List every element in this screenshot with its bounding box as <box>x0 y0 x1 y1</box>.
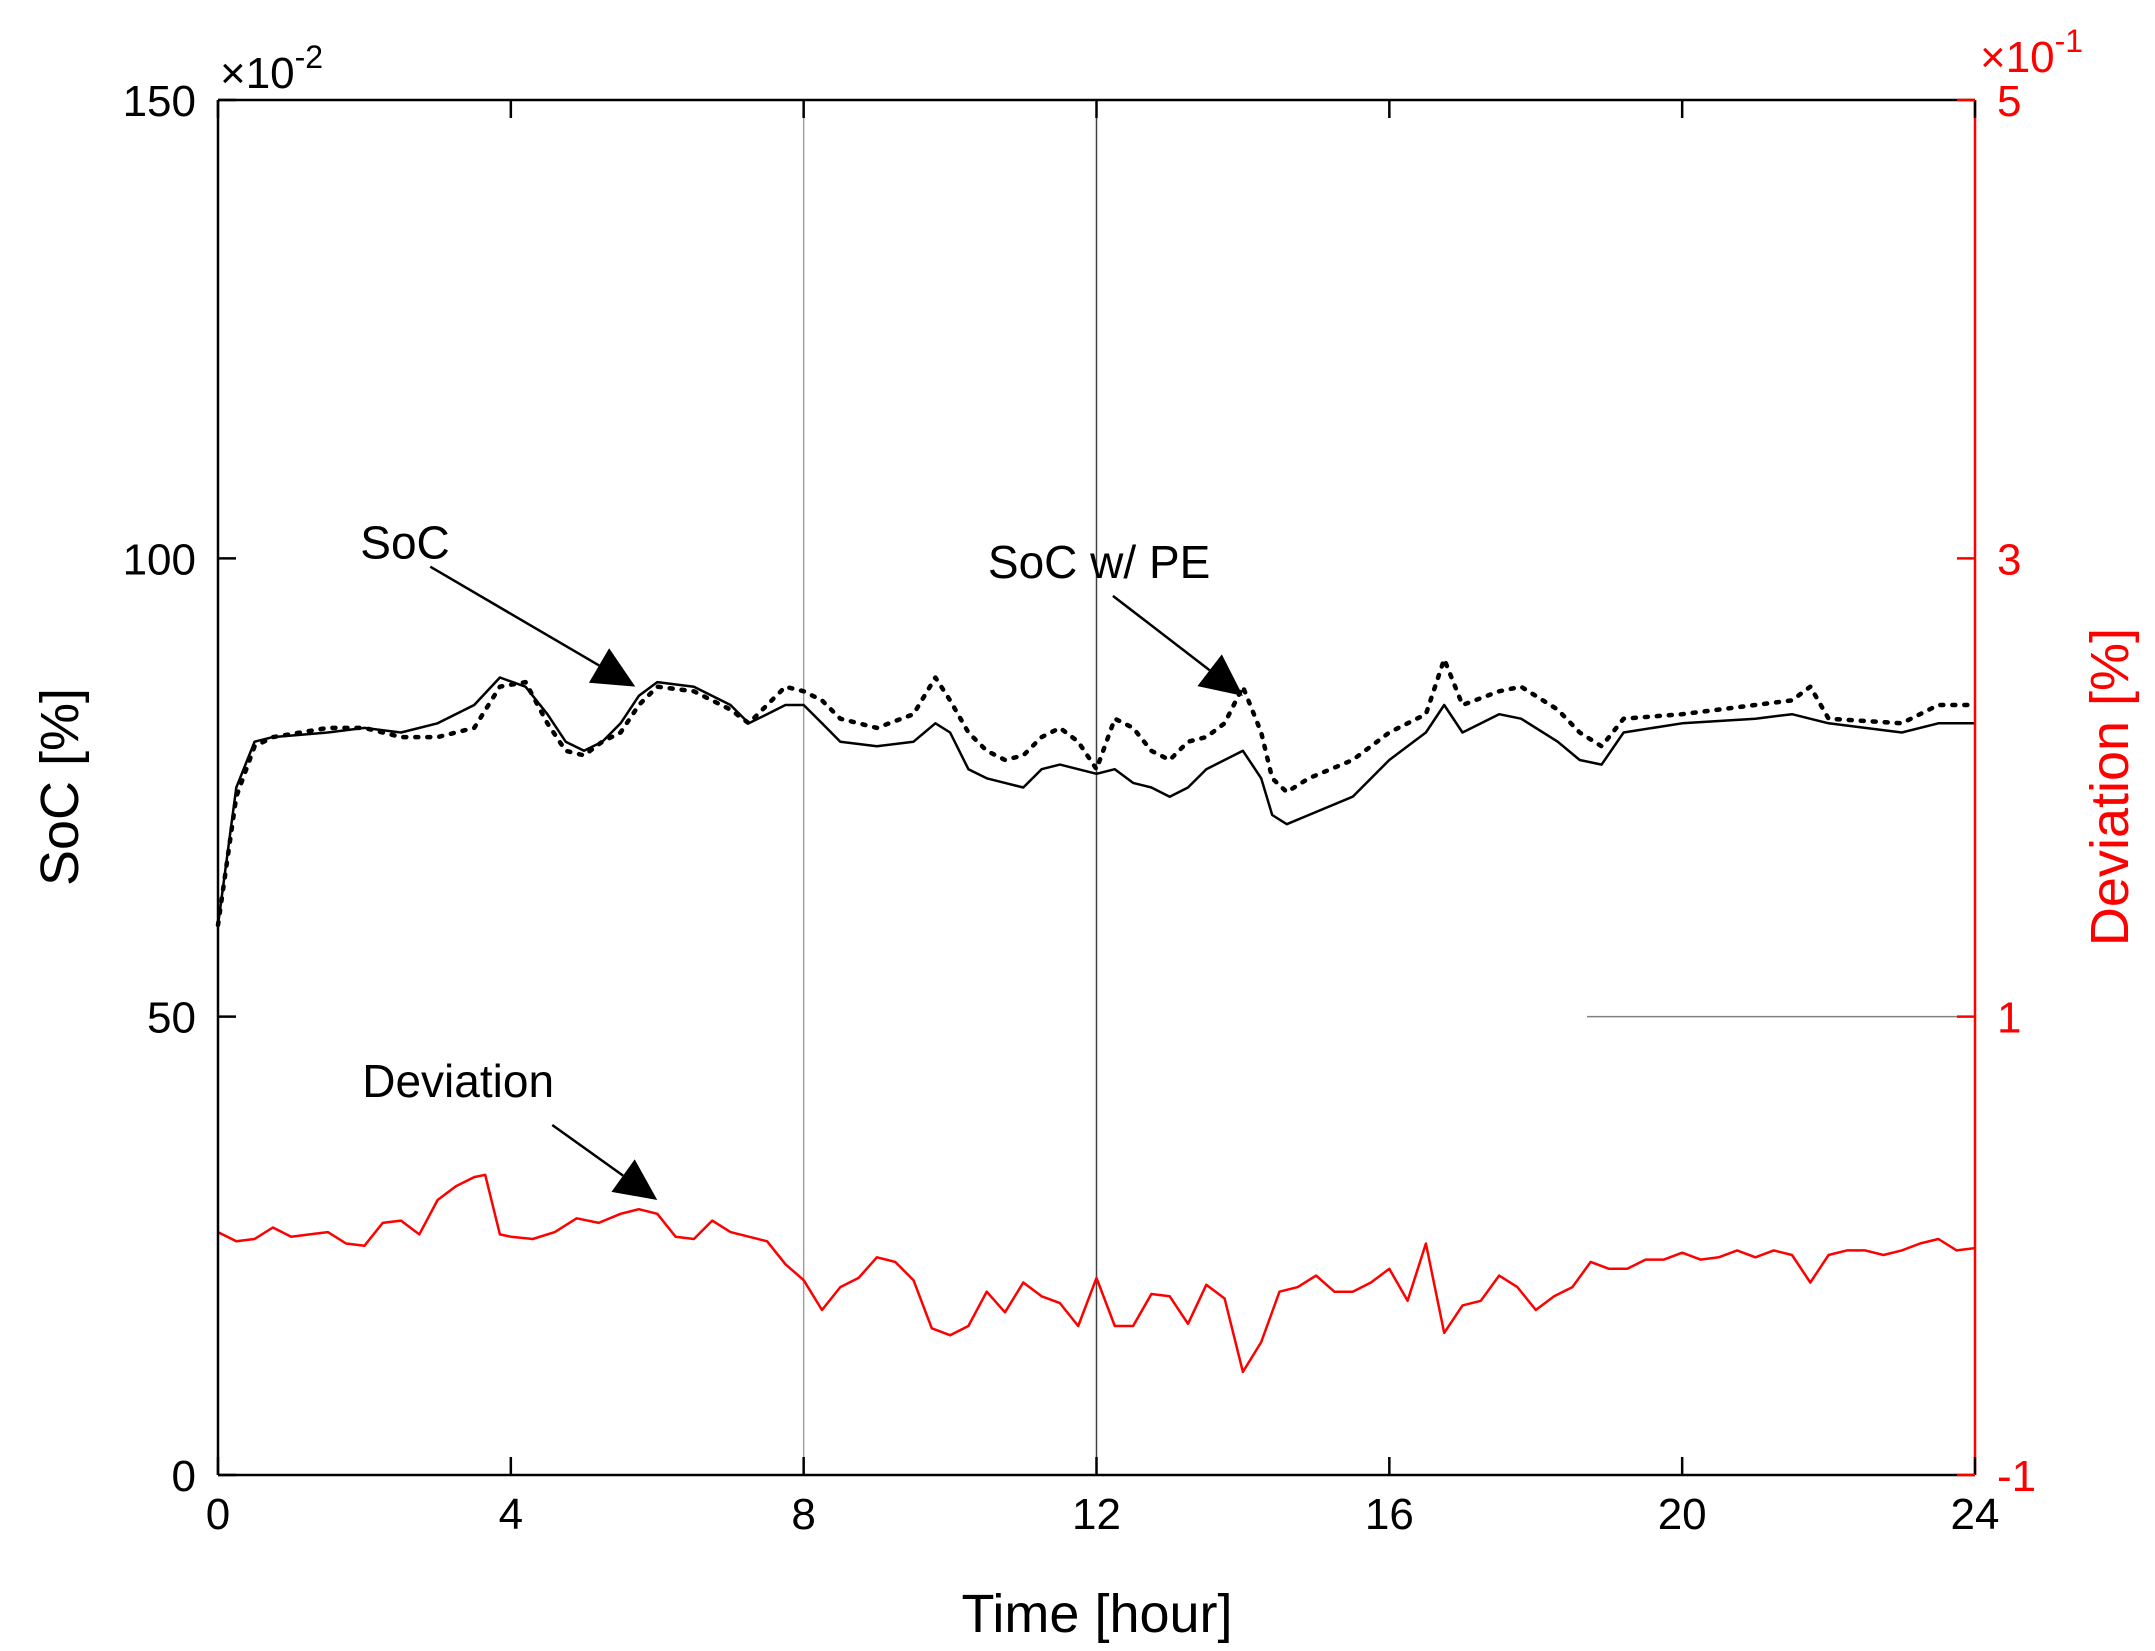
svg-text:×10-2: ×10-2 <box>220 39 323 98</box>
annotation-label: SoC <box>360 517 449 569</box>
y-right-tick-label: 1 <box>1997 994 2021 1043</box>
y-right-exponent-power: -1 <box>2055 23 2083 59</box>
x-tick-label: 4 <box>499 1490 523 1539</box>
x-axis-label: Time [hour] <box>961 1584 1232 1644</box>
x-tick-label: 20 <box>1658 1490 1707 1539</box>
y-left-exponent-base: ×10 <box>220 49 295 98</box>
x-tick-label: 24 <box>1951 1490 2000 1539</box>
y-left-tick-label: 150 <box>123 77 196 126</box>
y-axis-right-exponent: ×10-1 <box>1980 23 2083 82</box>
y-right-tick-label: -1 <box>1997 1452 2036 1501</box>
y-left-tick-label: 0 <box>172 1452 196 1501</box>
svg-text:×10-1: ×10-1 <box>1980 23 2083 82</box>
annotation-arrow-shaft <box>1112 594 1211 672</box>
series-deviation-line <box>217 1173 1976 1374</box>
y-right-tick-label: 5 <box>1997 77 2021 126</box>
annotation-arrow-head <box>588 648 636 687</box>
y-axis-left-label: SoC [%] <box>30 688 90 886</box>
y-axis-right: -1 1 3 5 <box>1957 77 2036 1501</box>
y-right-exponent-base: ×10 <box>1980 33 2055 82</box>
x-axis: 0 4 8 12 16 20 24 <box>206 100 2000 1539</box>
annotation-label: SoC w/ PE <box>988 536 1210 588</box>
y-left-exponent-power: -2 <box>295 39 323 75</box>
series-soc-pe-line <box>215 656 1978 928</box>
y-left-tick-label: 50 <box>147 994 196 1043</box>
y-axis-left: 0 50 100 150 <box>123 77 236 1501</box>
x-tick-label: 16 <box>1365 1490 1414 1539</box>
annotation-arrow-shaft <box>551 1123 624 1177</box>
y-axis-left-exponent: ×10-2 <box>220 39 323 98</box>
x-tick-label: 8 <box>791 1490 815 1539</box>
series-soc-line <box>216 676 1975 926</box>
y-axis-right-label: Deviation [%] <box>2080 628 2140 946</box>
y-right-tick-label: 3 <box>1997 535 2021 584</box>
annotation-arrow-head <box>1197 654 1243 696</box>
plot-content <box>215 100 1978 1475</box>
x-tick-label: 0 <box>206 1490 230 1539</box>
y-left-tick-label: 100 <box>123 535 196 584</box>
annotation-label: Deviation <box>362 1055 554 1107</box>
x-tick-label: 12 <box>1072 1490 1121 1539</box>
annotation-arrow-shaft <box>429 565 600 667</box>
annotations: SoC SoC w/ PE Deviation <box>360 517 1243 1200</box>
annotation-arrow-head <box>611 1159 658 1200</box>
